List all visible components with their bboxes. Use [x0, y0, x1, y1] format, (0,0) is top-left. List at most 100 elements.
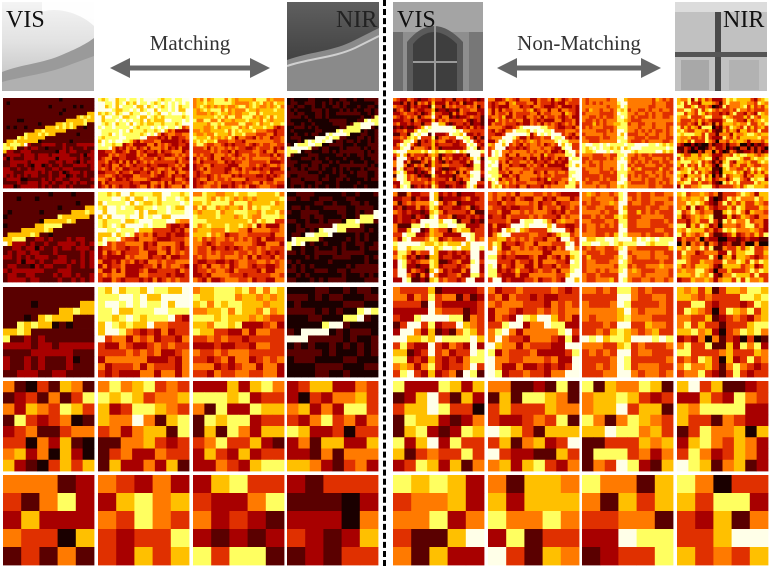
heatmap-cell	[232, 146, 236, 150]
heatmap-cell	[59, 171, 63, 175]
heatmap-cell	[10, 119, 14, 123]
heatmap-cell	[263, 143, 267, 147]
heatmap-cell	[361, 119, 365, 123]
heatmap-cell	[193, 192, 198, 197]
heatmap-cell	[315, 119, 319, 123]
heatmap-cell	[21, 143, 25, 147]
heatmap-cell	[211, 140, 215, 144]
heatmap-cell	[172, 178, 176, 182]
heatmap-cell	[91, 136, 95, 140]
heatmap-cell	[263, 129, 267, 133]
heatmap-cell	[242, 181, 246, 185]
heatmap-cell	[80, 122, 84, 126]
heatmap-cell	[207, 115, 211, 119]
heatmap-cell	[227, 437, 239, 449]
heatmap-cell	[232, 181, 236, 185]
heatmap-cell	[119, 140, 123, 144]
heatmap-cell	[319, 122, 323, 126]
heatmap-cell	[70, 108, 74, 112]
heatmap-cell	[126, 160, 130, 164]
heatmap-cell	[319, 105, 323, 109]
heatmap-cell	[17, 201, 22, 206]
heatmap-cell	[133, 287, 140, 294]
heatmap-cell	[165, 136, 169, 140]
heatmap-cell	[221, 105, 225, 109]
heatmap-cell	[336, 171, 340, 175]
heatmap-cell	[243, 278, 248, 283]
heatmap-cell	[216, 192, 221, 197]
heatmap-cell	[45, 133, 49, 137]
heatmap-cell	[329, 136, 333, 140]
heatmap-cell	[294, 181, 298, 185]
heatmap-cell	[42, 129, 46, 133]
heatmap-cell	[121, 273, 126, 278]
heatmap-cell	[175, 335, 182, 342]
heatmap-cell	[371, 174, 375, 178]
heatmap-cell	[87, 122, 91, 126]
heatmap-cell	[49, 197, 54, 202]
heatmap-cell	[260, 185, 264, 189]
heatmap-cell	[31, 153, 35, 157]
heatmap-cell	[8, 246, 13, 251]
heatmap-cell	[162, 210, 167, 215]
heatmap-cell	[56, 115, 60, 119]
heatmap-cell	[112, 98, 116, 102]
heatmap-cell	[26, 264, 31, 269]
heatmap-cell	[229, 206, 234, 211]
heatmap-cell	[3, 381, 15, 393]
heatmap-cell	[253, 129, 257, 133]
heatmap-cell	[364, 192, 369, 197]
heatmap-cell	[59, 157, 63, 161]
heatmap-cell	[116, 219, 121, 224]
heatmap-cell	[38, 174, 42, 178]
heatmap-cell	[45, 167, 49, 171]
heatmap-cell	[109, 101, 113, 105]
heatmap-cell	[242, 160, 246, 164]
heatmap-cell	[89, 264, 94, 269]
heatmap-cell	[3, 133, 7, 137]
heatmap-cell	[204, 426, 216, 438]
heatmap-cell	[340, 140, 344, 144]
heatmap-cell	[225, 178, 229, 182]
heatmap-cell	[179, 178, 183, 182]
heatmap-cell	[193, 392, 205, 404]
heatmap-cell	[52, 356, 59, 363]
heatmap-cell	[239, 237, 244, 242]
heatmap-cell	[7, 185, 11, 189]
heatmap-cell	[354, 133, 358, 137]
heatmap-cell	[263, 363, 270, 370]
heatmap-cell	[211, 260, 216, 265]
heatmap-cell	[296, 251, 301, 256]
heatmap-cell	[214, 342, 221, 349]
heatmap-cell	[346, 224, 351, 229]
heatmap-cell	[179, 153, 183, 157]
heatmap-cell	[30, 206, 35, 211]
heatmap-cell	[98, 246, 103, 251]
heatmap-cell	[107, 206, 112, 211]
heatmap-cell	[80, 164, 84, 168]
heatmap-cell	[35, 251, 40, 256]
heatmap-cell	[121, 460, 133, 472]
heatmap-cell	[53, 255, 58, 260]
heatmap-cell	[263, 164, 267, 168]
heatmap-cell	[242, 105, 246, 109]
heatmap-cell	[274, 105, 278, 109]
heatmap-cell	[87, 101, 91, 105]
heatmap-cell	[361, 108, 365, 112]
heatmap-cell	[123, 122, 127, 126]
heatmap-cell	[343, 101, 347, 105]
heatmap-cell	[162, 260, 167, 265]
heatmap-cell	[102, 136, 106, 140]
heatmap-cell	[161, 143, 165, 147]
heatmap-cell	[53, 264, 58, 269]
heatmap-cell	[14, 178, 18, 182]
heatmap-cell	[125, 197, 130, 202]
heatmap-cell	[371, 105, 375, 109]
heatmap-cell	[151, 167, 155, 171]
heatmap-cell	[89, 224, 94, 229]
heatmap-cell	[76, 475, 95, 493]
heatmap-cell	[80, 356, 87, 363]
heatmap-cell	[168, 342, 175, 349]
heatmap-cell	[207, 201, 212, 206]
heatmap-cell	[168, 167, 172, 171]
